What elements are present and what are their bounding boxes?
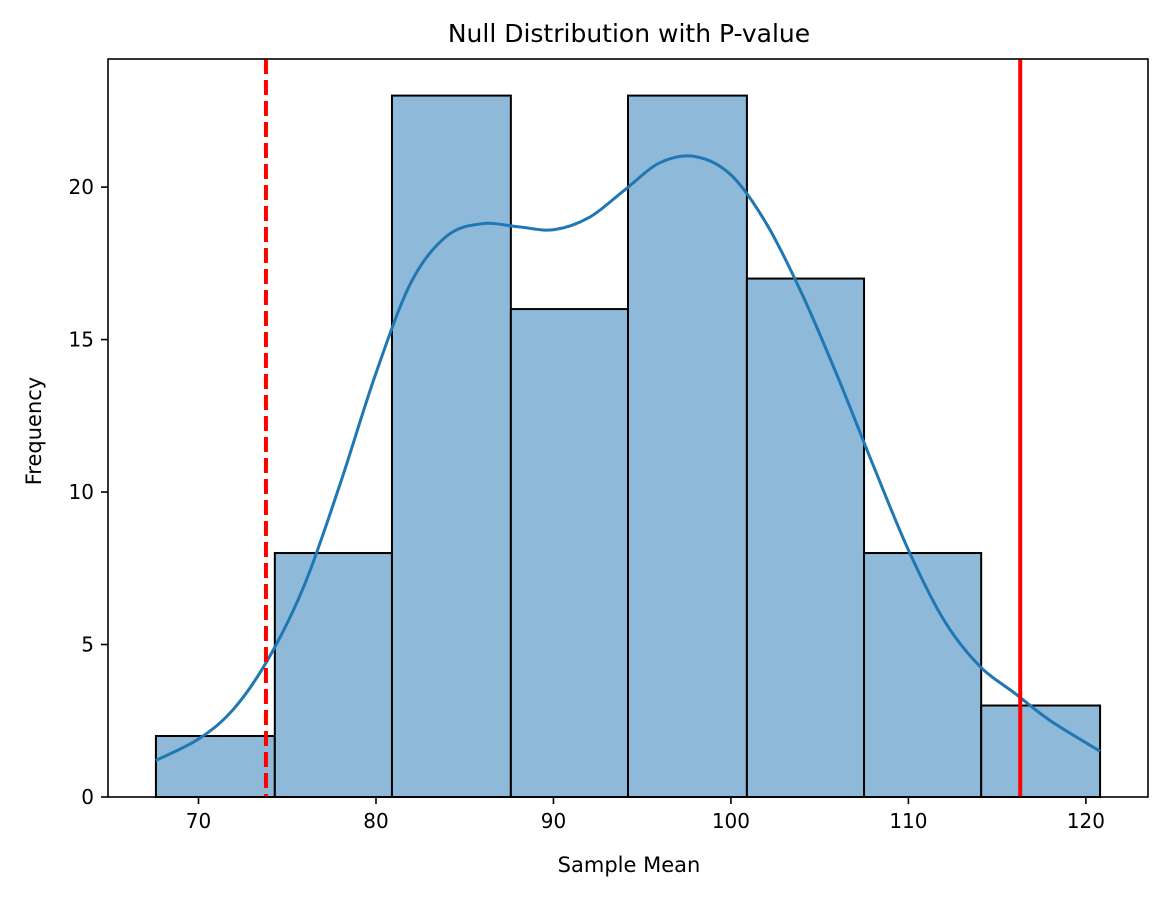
- histogram-bar-3: [390, 94, 512, 799]
- histogram-bar-8: [980, 704, 1102, 798]
- x-tick-label: 120: [1067, 809, 1105, 833]
- histogram-bars: [154, 94, 1102, 799]
- y-tick-label: 5: [81, 633, 94, 657]
- reference-lines: [263, 59, 1023, 797]
- x-axis-label: Sample Mean: [558, 853, 701, 877]
- x-tick-label: 80: [363, 809, 388, 833]
- plot-frame: [107, 58, 1149, 798]
- histogram-bar-5: [627, 94, 748, 799]
- histogram-bar-6: [745, 277, 866, 798]
- histogram-bar-7: [863, 552, 983, 799]
- chart-title: Null Distribution with P-value: [448, 19, 810, 48]
- x-tick-label: 90: [541, 809, 566, 833]
- histogram-bar-1: [154, 735, 276, 798]
- y-tick-label: 20: [69, 175, 94, 199]
- x-tick-label: 100: [712, 809, 750, 833]
- x-tick-label: 110: [889, 809, 927, 833]
- y-tick-label: 10: [69, 480, 94, 504]
- histogram-bar-4: [509, 308, 629, 798]
- y-tick-label: 15: [69, 328, 94, 352]
- histogram-bar-2: [273, 552, 393, 799]
- y-tick-label: 0: [81, 785, 94, 809]
- x-axis-ticks: 70 80 90 100 110 120: [186, 797, 1105, 833]
- kde-curve: [155, 154, 1101, 762]
- y-axis-ticks: 0 5 10 15 20: [69, 175, 108, 809]
- y-axis-label: Frequency: [22, 377, 46, 486]
- x-tick-label: 70: [186, 809, 211, 833]
